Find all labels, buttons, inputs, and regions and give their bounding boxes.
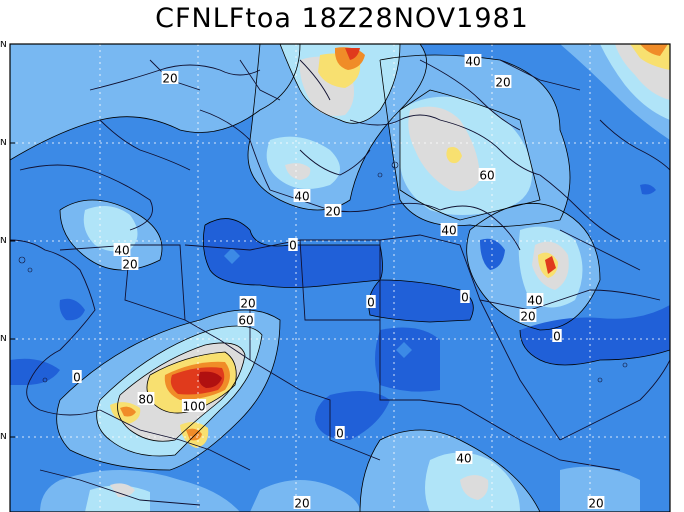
contour-label: 0 [553, 330, 561, 344]
lat-tick-label: N [0, 335, 6, 344]
country-boundaries [10, 59, 670, 506]
contour-label: 0 [336, 427, 344, 441]
contour-label: 40 [527, 294, 542, 308]
contour-label: 40 [456, 452, 471, 466]
contour-label-bg [460, 290, 470, 303]
filled-contours [10, 44, 670, 512]
contour-label-bg [526, 293, 544, 306]
contour-label-bg [239, 296, 257, 309]
lat-tick-label: N [0, 41, 6, 50]
contour-label-bg [440, 223, 458, 236]
lat-tick-label: N [0, 433, 6, 442]
contour-label-bg [366, 295, 376, 308]
contour-label: 20 [495, 76, 510, 90]
contour-label-bg [137, 392, 155, 405]
contour-label: 20 [162, 72, 177, 86]
contour-label-bg [464, 54, 482, 67]
contour-label: 100 [183, 400, 206, 414]
contour-label: 40 [294, 190, 309, 204]
contour-label: 20 [240, 297, 255, 311]
contour-label-bg [293, 189, 311, 202]
contour-label-bg [324, 204, 342, 217]
contour-label: 40 [114, 244, 129, 258]
contour-label-bg [113, 243, 131, 256]
contour-label-bg [161, 71, 179, 84]
contour-label: 20 [325, 205, 340, 219]
contour-label-bg [552, 329, 562, 342]
contour-label-bg [293, 496, 311, 509]
contour-label: 60 [238, 314, 253, 328]
contour-label: 0 [73, 371, 81, 385]
contour-label: 40 [465, 55, 480, 69]
map-title: CFNLFtoa 18Z28NOV1981 [155, 3, 529, 34]
lat-tick-label: N [0, 237, 6, 246]
contour-label-bg [121, 257, 139, 270]
y-axis-ticks [10, 43, 15, 438]
contour-label: 0 [461, 291, 469, 305]
plot-frame [9, 43, 671, 512]
contour-label-bg [519, 309, 537, 322]
contour-label: 20 [294, 497, 309, 511]
contour-label-bg [455, 451, 473, 464]
contour-band-neg [10, 184, 670, 440]
lat-tick-label: N [0, 139, 6, 148]
contour-label-bg [494, 75, 512, 88]
contour-label: 60 [479, 169, 494, 183]
contour-label: 20 [588, 497, 603, 511]
contour-label-bg [72, 370, 82, 383]
contour-label-bg [335, 426, 345, 439]
contour-holes [224, 248, 412, 358]
contour-label: 0 [289, 239, 297, 253]
contour-label-bg [181, 399, 207, 412]
contour-lines [10, 44, 670, 512]
contour-label-bg [237, 313, 255, 326]
contour-label: 40 [441, 224, 456, 238]
contour-band-140 [198, 371, 222, 388]
contour-label: 80 [138, 393, 153, 407]
contour-label: 20 [520, 310, 535, 324]
contour-label: 20 [122, 258, 137, 272]
contour-label-bg [288, 238, 298, 251]
contour-label-bg [587, 496, 605, 509]
coastline-islands [18, 161, 628, 383]
contour-label: 0 [367, 296, 375, 310]
contour-label-bg [478, 168, 496, 181]
